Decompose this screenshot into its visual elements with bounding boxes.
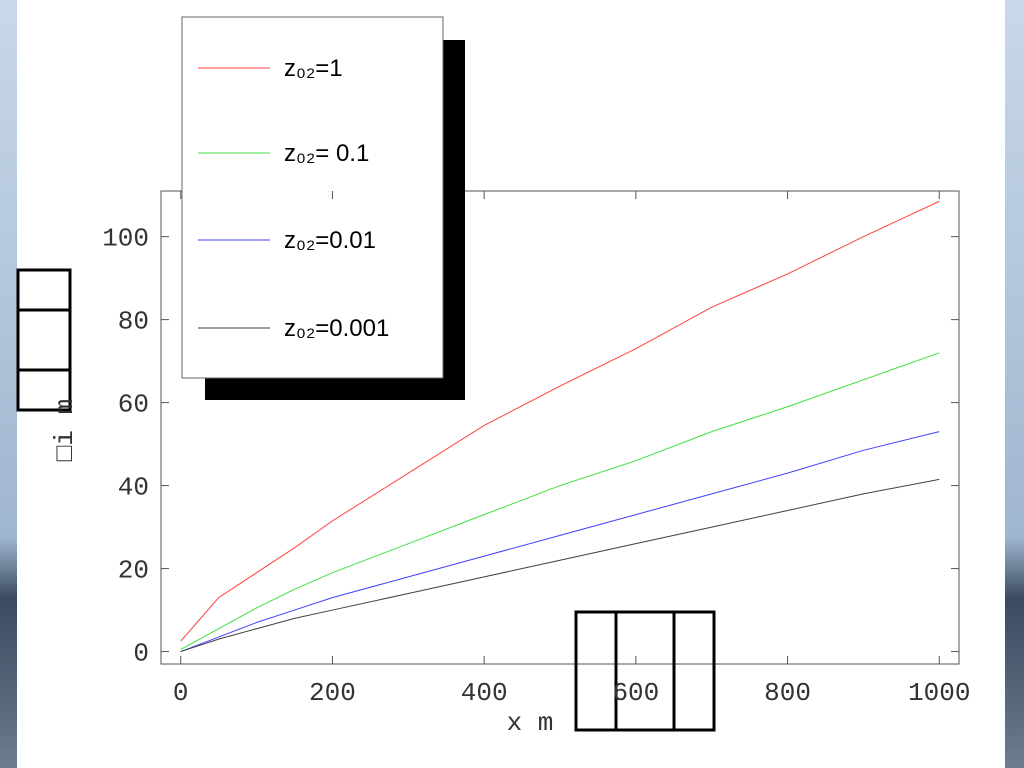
legend-label: z₀₂=1 (284, 55, 343, 82)
x-tick-label: 600 (612, 678, 659, 708)
legend-label: z₀₂= 0.1 (284, 140, 369, 167)
background-strip (0, 0, 17, 768)
y-tick-label: 20 (118, 556, 149, 586)
y-tick-label: 80 (118, 307, 149, 337)
y-tick-label: 100 (102, 224, 149, 254)
x-tick-label: 800 (764, 678, 811, 708)
y-tick-label: 60 (118, 390, 149, 420)
x-tick-label: 400 (461, 678, 508, 708)
series-line (180, 200, 940, 642)
y-tick-label: 40 (118, 473, 149, 503)
x-tick-label: 0 (173, 678, 189, 708)
legend-label: z₀₂=0.001 (284, 315, 389, 342)
series-line (180, 352, 940, 650)
series-line (180, 478, 940, 653)
y-axis-label: □i m (50, 399, 80, 461)
legend-box (181, 16, 444, 379)
glyph-boxes (16, 268, 716, 732)
x-tick-label: 1000 (908, 678, 970, 708)
x-tick-label: 200 (309, 678, 356, 708)
background-strip (1005, 0, 1024, 768)
x-axis-label: x m (507, 708, 554, 738)
y-tick-label: 0 (133, 639, 149, 669)
series-line (180, 431, 940, 653)
plot-frame (160, 190, 960, 665)
legend-label: z₀₂=0.01 (284, 227, 376, 254)
